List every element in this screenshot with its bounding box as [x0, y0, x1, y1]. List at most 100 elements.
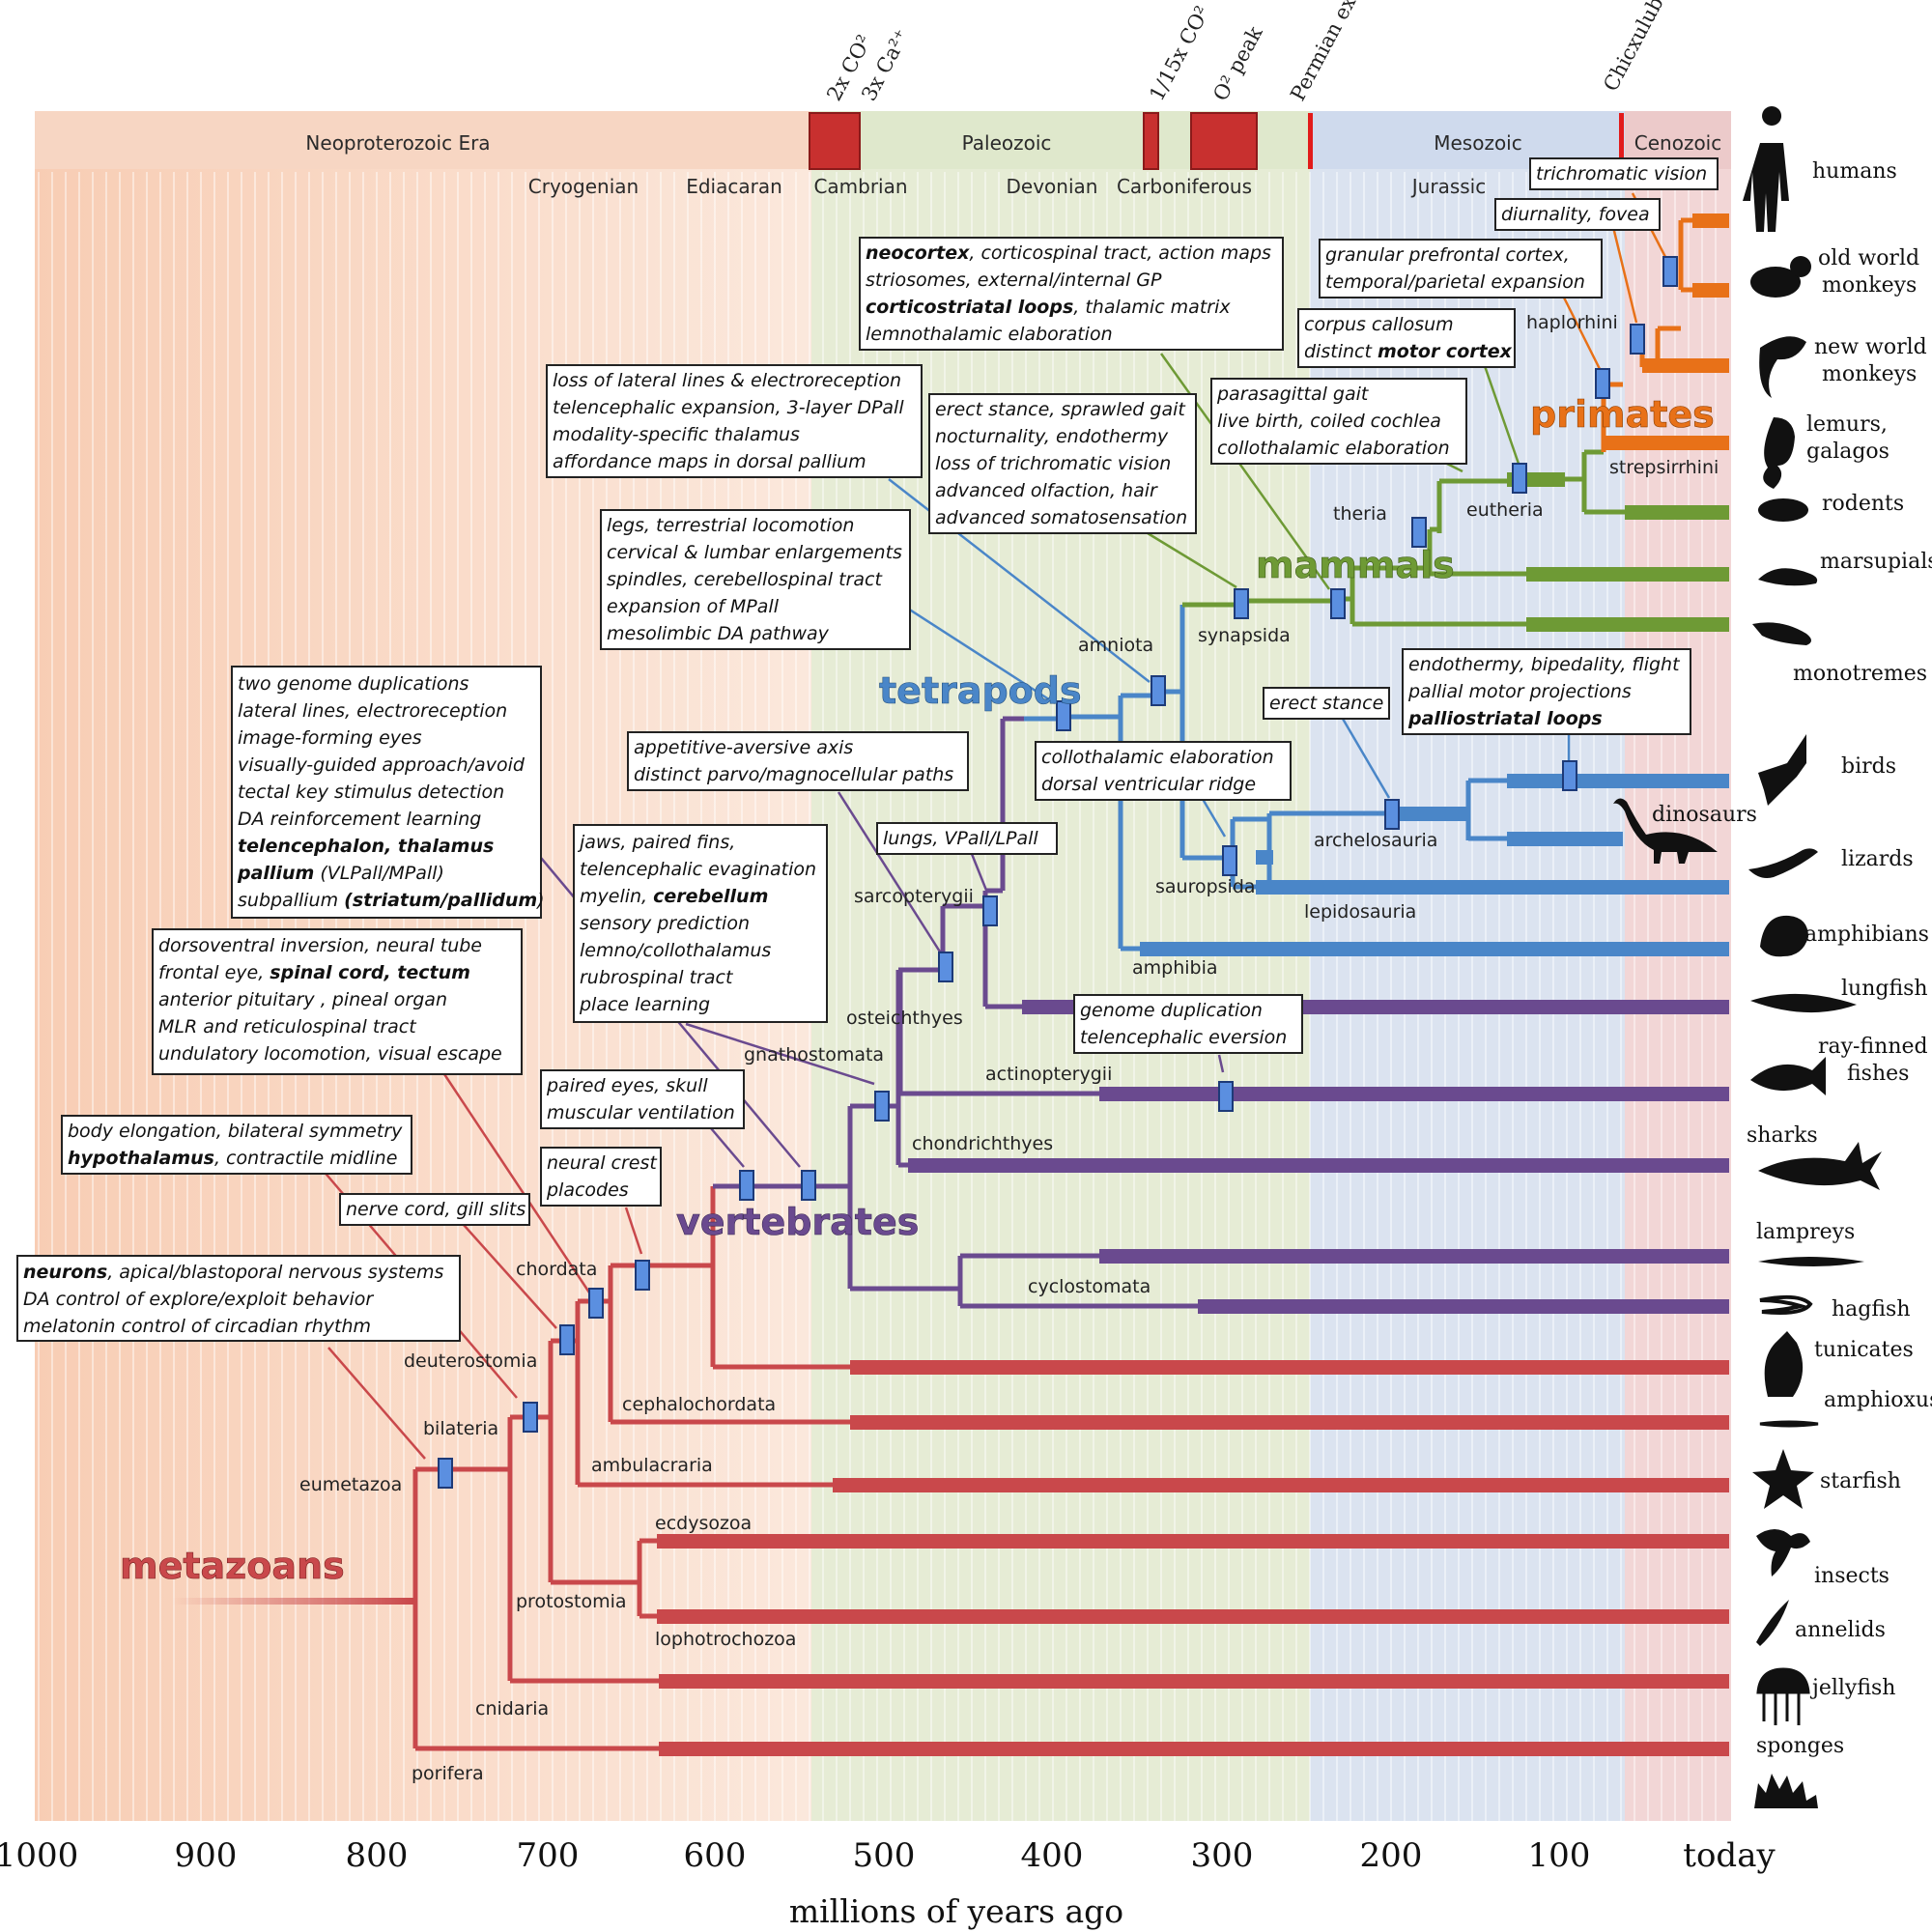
trait-line: lemnothalamic elaboration [866, 324, 1113, 345]
primate-thick-lineages [1604, 213, 1729, 450]
taxon-label-old-world: old world [1818, 246, 1919, 270]
trait-line: affordance maps in dorsal pallium [553, 451, 867, 472]
trait-line: neural crest [547, 1152, 658, 1174]
trait-line: telencephalon, thalamus [238, 836, 494, 857]
trait-line: lemno/collothalamus [580, 940, 771, 961]
metazoa-root-fade [172, 1598, 413, 1605]
trait-box-birds: endothermy, bipedality, flight pallial m… [1402, 648, 1691, 735]
svg-text:subpallium (striatum/pallidum): subpallium (striatum/pallidum) [238, 890, 545, 911]
marsupial-icon [1758, 568, 1818, 586]
svg-text:galagos: galagos [1806, 440, 1889, 464]
taxon-lemurs: lemurs, galagos [1763, 412, 1889, 489]
trait-line: rubrospinal tract [580, 967, 734, 988]
node-archelosauria: archelosauria [1314, 830, 1437, 851]
era-neoproterozoic: Neoproterozoic Era [305, 131, 490, 155]
node-porifera: porifera [412, 1763, 484, 1784]
svg-text:fishes: fishes [1847, 1062, 1909, 1086]
event-o2-peak: O² peak [1208, 22, 1266, 104]
event-bar-cambrian [809, 112, 861, 170]
trait-line: mesolimbic DA pathway [607, 623, 830, 644]
node-gnathostomata: gnathostomata [744, 1044, 884, 1065]
taxon-label-jellyfish: jellyfish [1809, 1676, 1895, 1700]
marker-osteichthyes [938, 952, 953, 982]
taxon-sharks: sharks [1747, 1123, 1882, 1190]
marker-chordata-2 [635, 1260, 650, 1291]
trait-line: palliostriatal loops [1407, 708, 1603, 729]
lungfish-icon [1750, 993, 1857, 1013]
era-cenozoic: Cenozoic [1634, 131, 1721, 155]
taxon-label-lemurs: lemurs, [1806, 412, 1888, 437]
metazoa-thick-lineages [657, 1360, 1729, 1756]
taxon-label-monotremes: monotremes [1793, 662, 1927, 686]
tree-metazoa [172, 1183, 850, 1751]
trait-box-amniota: loss of lateral lines & electroreception… [546, 364, 923, 478]
trait-line: genome duplication [1080, 1000, 1263, 1021]
node-sauropsida: sauropsida [1155, 876, 1256, 897]
tick-300: 300 [1191, 1836, 1254, 1875]
group-metazoans: metazoans [120, 1545, 345, 1587]
trait-line: muscular ventilation [547, 1102, 735, 1123]
node-cephalochordata: cephalochordata [622, 1394, 776, 1415]
marker-eutheria [1512, 463, 1527, 494]
humans-icon [1743, 106, 1789, 233]
node-cyclostomata: cyclostomata [1028, 1276, 1151, 1297]
trait-line: advanced somatosensation [935, 507, 1187, 528]
svg-text:pallium (VLPall/MPall): pallium (VLPall/MPall) [237, 863, 444, 884]
taxa-column: humans old world monkeys new world monke… [1613, 106, 1932, 1808]
marker-vertebrates-2 [801, 1170, 816, 1201]
trait-box-neural-crest: neural crest placodes [540, 1147, 662, 1207]
trait-line: pallial motor projections [1407, 681, 1632, 702]
lemur-icon [1763, 417, 1795, 489]
node-amniota: amniota [1078, 635, 1153, 656]
node-synapsida: synapsida [1198, 625, 1291, 646]
trait-line: temporal/parietal expansion [1325, 271, 1585, 293]
taxon-birds: birds [1758, 734, 1896, 806]
trait-box-gnathostomata: jaws, paired fins, telencephalic evagina… [573, 824, 828, 1023]
taxon-hagfish: hagfish [1759, 1294, 1911, 1321]
tick-900: 900 [175, 1836, 238, 1875]
axis-title: millions of years ago [789, 1892, 1123, 1930]
annelid-icon [1756, 1600, 1789, 1646]
marker-synapsida [1234, 588, 1249, 619]
node-eumetazoa: eumetazoa [299, 1474, 402, 1495]
amphibian-icon [1760, 915, 1808, 957]
taxon-amphioxus: amphioxus [1759, 1388, 1932, 1428]
trait-line: erect stance, sprawled gait [935, 399, 1186, 420]
taxon-label-birds: birds [1841, 754, 1896, 779]
trait-line: modality-specific thalamus [553, 424, 800, 445]
node-markers [438, 256, 1678, 1489]
trait-line: visually-guided approach/avoid [238, 754, 526, 776]
trait-line: tectal key stimulus detection [238, 781, 504, 803]
taxon-old-world: old world monkeys [1750, 246, 1919, 298]
trait-box-genome-duplication: genome duplication telencephalic eversio… [1073, 994, 1303, 1054]
trait-box-mammals: neocortex, corticospinal tract, action m… [859, 237, 1284, 351]
trait-line: DA control of explore/exploit behavior [23, 1289, 374, 1310]
trait-line: melatonin control of circadian rhythm [23, 1316, 371, 1337]
event-bar-co2-15 [1143, 112, 1159, 170]
taxon-insects: insects [1756, 1529, 1889, 1588]
svg-text:distinct motor cortex: distinct motor cortex [1304, 341, 1513, 362]
taxon-marsupials: marsupials [1758, 550, 1932, 586]
taxon-rodents: rodents [1758, 492, 1904, 522]
tick-800: 800 [346, 1836, 409, 1875]
taxon-label-dinosaurs: dinosaurs [1652, 803, 1757, 827]
taxon-label-lizards: lizards [1841, 847, 1914, 871]
node-chordata: chordata [516, 1259, 597, 1280]
taxon-tunicates: tunicates [1764, 1331, 1914, 1397]
era-header-neoproterozoic [35, 111, 811, 169]
taxon-label-hagfish: hagfish [1832, 1297, 1911, 1321]
trait-box-neurons: neurons, apical/blastoporal nervous syst… [16, 1255, 461, 1342]
period-cryogenian: Cryogenian [528, 175, 639, 198]
tick-today: today [1683, 1836, 1776, 1875]
trait-box-eutheria: corpus callosum distinct motor cortex [1297, 308, 1516, 368]
marker-sauropsida [1222, 845, 1237, 876]
trait-box-lungs: lungs, VPall/LPall [876, 822, 1058, 855]
jellyfish-icon [1756, 1667, 1810, 1725]
node-ambulacraria: ambulacraria [591, 1455, 713, 1476]
trait-box-primates: granular prefrontal cortex, temporal/par… [1319, 239, 1603, 298]
node-chondrichthyes: chondrichthyes [912, 1133, 1053, 1154]
dinosaur-icon [1613, 798, 1718, 864]
trait-line: spindles, cerebellospinal tract [607, 569, 883, 590]
svg-text:corticostriatal loops, thalami: corticostriatal loops, thalamic matrix [866, 297, 1231, 318]
marker-deuterostomia [559, 1324, 575, 1355]
